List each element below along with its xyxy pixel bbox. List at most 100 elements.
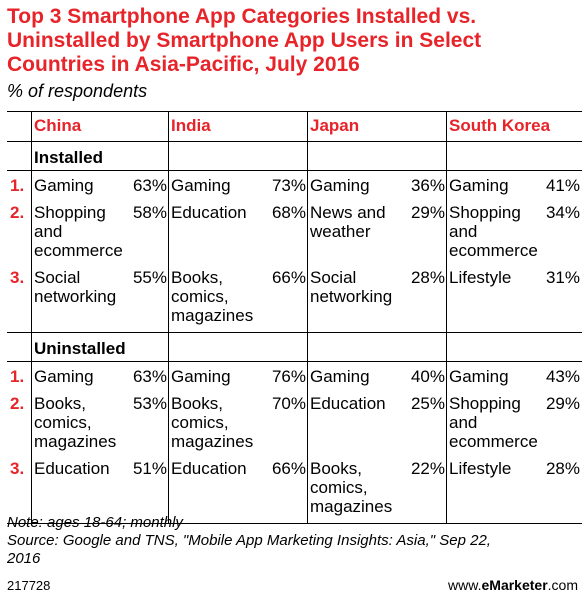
category-line: networking	[34, 287, 117, 306]
title-line: Top 3 Smartphone App Categories Installe…	[7, 5, 477, 28]
percent-value: 70%	[271, 394, 306, 413]
country-header: India	[171, 116, 211, 135]
header-row: China India Japan South Korea	[7, 111, 582, 142]
table-row: 1. Gaming 63% Gaming 73% Gaming 36% Gaming 41%	[7, 176, 582, 195]
title-line: Countries in Asia-Pacific, July 2016	[7, 53, 360, 76]
rank-number: 3.	[10, 459, 25, 478]
category-line: Books,	[34, 394, 86, 413]
category-line: Lifestyle	[449, 268, 512, 287]
category-line: Books,	[171, 394, 223, 413]
category-line: comics,	[310, 478, 368, 497]
table-row: 1. Gaming 63% Gaming 76% Gaming 40% Gaming 43%	[7, 367, 582, 386]
category-label: Books, comics, magazines	[34, 394, 116, 451]
section-divider	[7, 361, 582, 362]
section-divider	[7, 170, 582, 171]
category-line: Social	[34, 268, 81, 287]
category-line: Gaming	[449, 367, 509, 386]
percent-value: 66%	[271, 268, 306, 287]
percent-value: 51%	[132, 459, 167, 478]
category-line: ecommerce	[449, 241, 538, 260]
category-line: Gaming	[310, 176, 370, 195]
table-row: 3. Education 51% Education 66% Books, comics, m…	[7, 459, 582, 516]
category-line: magazines	[310, 497, 393, 516]
percent-value: 29%	[545, 394, 580, 413]
category-label: Lifestyle	[449, 459, 511, 478]
category-label: Shopping and ecommerce	[449, 203, 538, 260]
category-line: Education	[171, 203, 247, 222]
category-label: Books, comics, magazines	[171, 394, 253, 451]
category-line: Education	[310, 394, 386, 413]
category-line: Gaming	[34, 176, 94, 195]
chart-subtitle: % of respondents	[7, 81, 148, 101]
column-divider	[307, 111, 308, 524]
category-label: Lifestyle	[449, 268, 511, 287]
chart-title: Top 3 Smartphone App Categories Installe…	[7, 5, 582, 77]
table-row: 2. Shopping and ecommerce 58% Education 68% New…	[7, 203, 582, 260]
rank-number: 2.	[10, 394, 25, 413]
category-label: Gaming	[34, 367, 94, 386]
section-label: Installed	[34, 148, 103, 167]
category-label: Education	[34, 459, 110, 478]
category-line: weather	[310, 222, 371, 241]
notes: Note: ages 18-64; monthly Source: Google…	[7, 514, 577, 568]
section-uninstalled: Uninstalled 1. Gaming 63% Gaming 76% Gaming 40%…	[7, 333, 582, 524]
category-label: Shopping and ecommerce	[34, 203, 123, 260]
percent-value: 63%	[132, 367, 167, 386]
percent-value: 43%	[545, 367, 580, 386]
percent-value: 58%	[132, 203, 167, 222]
category-label: Education	[310, 394, 386, 413]
percent-value: 53%	[132, 394, 167, 413]
category-line: Shopping	[449, 394, 521, 413]
note-line: Note: ages 18-64; monthly	[7, 514, 183, 531]
brand-logo: www.eMarketer.com	[448, 577, 578, 593]
percent-value: 28%	[410, 268, 445, 287]
brand-prefix: www.	[448, 577, 482, 593]
chart-id: 217728	[7, 578, 51, 593]
source-line: 2016	[7, 550, 41, 567]
percent-value: 55%	[132, 268, 167, 287]
percent-value: 29%	[410, 203, 445, 222]
category-label: Social networking	[34, 268, 116, 306]
category-label: Books, comics, magazines	[310, 459, 392, 516]
rank-number: 1.	[10, 176, 25, 195]
column-divider	[168, 111, 169, 524]
category-line: magazines	[171, 306, 254, 325]
category-label: Education	[171, 459, 247, 478]
title-line: Uninstalled by Smartphone App Users in S…	[7, 29, 482, 52]
category-line: ecommerce	[34, 241, 123, 260]
category-label: Gaming	[171, 176, 231, 195]
percent-value: 76%	[271, 367, 306, 386]
column-divider	[31, 111, 32, 524]
percent-value: 22%	[410, 459, 445, 478]
category-line: Gaming	[171, 367, 231, 386]
percent-value: 63%	[132, 176, 167, 195]
category-line: comics,	[171, 287, 229, 306]
category-line: Gaming	[171, 176, 231, 195]
percent-value: 41%	[545, 176, 580, 195]
table-row: 3. Social networking 55% Books, comics, magazi…	[7, 268, 582, 325]
category-label: Gaming	[310, 176, 370, 195]
percent-value: 28%	[545, 459, 580, 478]
category-label: Gaming	[449, 367, 509, 386]
brand-name: eMarketer	[481, 577, 548, 593]
section-label: Uninstalled	[34, 339, 126, 358]
category-line: Shopping	[34, 203, 106, 222]
section-installed: Installed 1. Gaming 63% Gaming 73% Gaming 36% Ga…	[7, 142, 582, 333]
category-label: Gaming	[310, 367, 370, 386]
percent-value: 25%	[410, 394, 445, 413]
country-header: China	[34, 116, 82, 135]
category-line: Social	[310, 268, 357, 287]
percent-value: 68%	[271, 203, 306, 222]
source-line: Source: Google and TNS, "Mobile App Mark…	[7, 532, 491, 549]
percent-value: 34%	[545, 203, 580, 222]
category-label: Shopping and ecommerce	[449, 394, 538, 451]
percent-value: 40%	[410, 367, 445, 386]
country-header: South Korea	[449, 116, 551, 135]
category-label: Gaming	[34, 176, 94, 195]
category-line: Books,	[171, 268, 223, 287]
category-line: Education	[34, 459, 110, 478]
percent-value: 73%	[271, 176, 306, 195]
category-label: News and weather	[310, 203, 386, 241]
category-label: Gaming	[449, 176, 509, 195]
category-label: Books, comics, magazines	[171, 268, 253, 325]
